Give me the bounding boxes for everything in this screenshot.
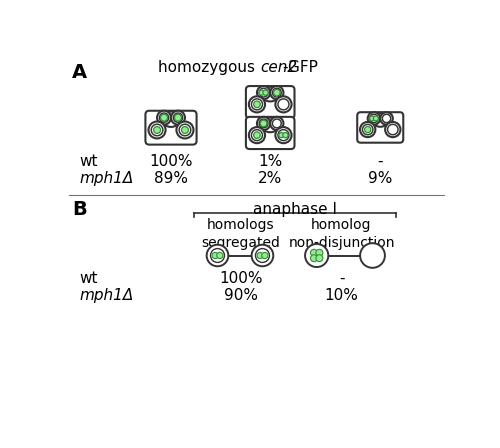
Circle shape: [310, 255, 318, 262]
Circle shape: [272, 119, 281, 128]
Circle shape: [316, 255, 323, 262]
Text: -: -: [339, 271, 344, 286]
Circle shape: [252, 129, 262, 141]
Text: homologs
segregated: homologs segregated: [202, 218, 280, 250]
Circle shape: [151, 124, 163, 136]
Text: 100%: 100%: [219, 271, 262, 286]
Circle shape: [283, 133, 288, 138]
Text: 1%: 1%: [258, 154, 282, 169]
Circle shape: [171, 111, 185, 125]
Circle shape: [374, 116, 378, 121]
Circle shape: [279, 133, 284, 138]
Text: 9%: 9%: [368, 171, 392, 186]
Circle shape: [305, 244, 328, 267]
Text: homozygous: homozygous: [158, 60, 260, 75]
Circle shape: [206, 245, 229, 266]
Text: cen2: cen2: [260, 60, 297, 75]
Circle shape: [216, 252, 223, 258]
Circle shape: [262, 252, 268, 258]
Circle shape: [257, 117, 270, 130]
Circle shape: [160, 114, 168, 121]
Circle shape: [368, 112, 380, 125]
FancyBboxPatch shape: [246, 86, 294, 118]
Circle shape: [154, 126, 160, 134]
Circle shape: [385, 122, 400, 137]
Circle shape: [380, 112, 393, 125]
Text: wt: wt: [80, 154, 98, 169]
Circle shape: [212, 252, 218, 258]
Text: 100%: 100%: [149, 154, 193, 169]
Text: 10%: 10%: [324, 288, 358, 303]
Circle shape: [249, 127, 265, 143]
Text: mph1Δ: mph1Δ: [80, 171, 134, 186]
Circle shape: [257, 86, 270, 99]
Circle shape: [274, 89, 280, 96]
Circle shape: [182, 126, 188, 134]
Circle shape: [176, 121, 194, 138]
Text: -GFP: -GFP: [282, 60, 318, 75]
Text: homolog
non-disjunction: homolog non-disjunction: [288, 218, 395, 250]
Circle shape: [260, 120, 267, 127]
Circle shape: [252, 245, 274, 266]
Circle shape: [160, 113, 168, 122]
Circle shape: [310, 250, 318, 256]
Circle shape: [276, 96, 291, 112]
Circle shape: [148, 121, 166, 138]
Ellipse shape: [372, 113, 389, 127]
Circle shape: [364, 126, 371, 133]
Circle shape: [259, 90, 264, 95]
Circle shape: [360, 122, 376, 137]
Circle shape: [256, 249, 270, 263]
Circle shape: [278, 129, 289, 141]
Circle shape: [259, 88, 268, 97]
Circle shape: [272, 88, 281, 97]
Text: B: B: [72, 200, 86, 219]
Circle shape: [259, 119, 268, 128]
Circle shape: [249, 96, 265, 112]
Circle shape: [382, 114, 390, 123]
Circle shape: [276, 127, 291, 143]
Text: 2%: 2%: [258, 171, 282, 186]
Circle shape: [278, 99, 289, 110]
Circle shape: [174, 113, 182, 122]
Circle shape: [252, 99, 262, 110]
Ellipse shape: [261, 117, 280, 132]
Text: A: A: [72, 63, 87, 82]
Circle shape: [270, 117, 283, 130]
Circle shape: [370, 114, 378, 123]
Circle shape: [174, 114, 182, 121]
Text: -: -: [378, 154, 383, 169]
Circle shape: [270, 86, 283, 99]
Text: anaphase I: anaphase I: [253, 202, 337, 217]
Circle shape: [179, 124, 191, 136]
Text: 89%: 89%: [154, 171, 188, 186]
FancyBboxPatch shape: [146, 111, 196, 145]
Circle shape: [360, 243, 385, 268]
Circle shape: [362, 125, 373, 135]
Circle shape: [263, 90, 268, 95]
Circle shape: [257, 252, 263, 258]
Text: wt: wt: [80, 271, 98, 286]
Circle shape: [370, 116, 374, 121]
Ellipse shape: [261, 87, 280, 101]
Circle shape: [157, 111, 171, 125]
Circle shape: [388, 125, 398, 135]
FancyBboxPatch shape: [357, 112, 404, 143]
Circle shape: [254, 132, 260, 138]
Text: mph1Δ: mph1Δ: [80, 288, 134, 303]
Text: 90%: 90%: [224, 288, 258, 303]
FancyBboxPatch shape: [246, 117, 294, 149]
Circle shape: [316, 250, 323, 256]
Ellipse shape: [162, 112, 180, 127]
Circle shape: [254, 101, 260, 108]
Circle shape: [210, 249, 224, 263]
